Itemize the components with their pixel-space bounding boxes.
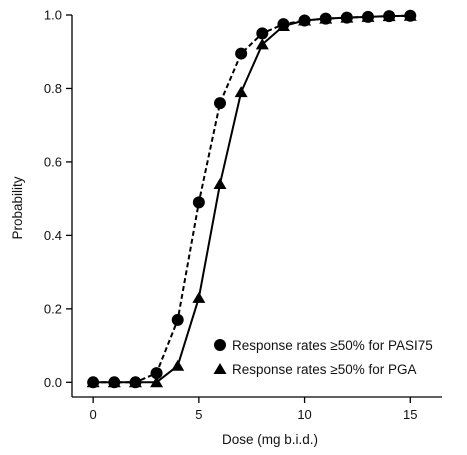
y-tick-label: 0.2: [44, 301, 62, 316]
data-point-triangle: [107, 376, 121, 388]
x-tick-label: 10: [297, 407, 311, 422]
x-axis-label: Dose (mg b.i.d.): [222, 432, 318, 447]
data-point-circle: [171, 313, 184, 326]
legend: Response rates ≥50% for PASI75 Response …: [213, 338, 433, 377]
ticks: 0 5 10 15 0.0 0.2 0.4 0.6 0.8 1.0: [44, 8, 418, 423]
data-point-circle: [256, 27, 269, 40]
data-point-triangle: [340, 11, 354, 23]
data-point-triangle: [276, 20, 290, 32]
legend-label-pasi75: Response rates ≥50% for PASI75: [232, 338, 433, 353]
data-point-triangle: [234, 86, 248, 98]
data-point-circle: [150, 367, 163, 380]
y-tick-label: 1.0: [44, 8, 62, 23]
data-point-triangle: [255, 38, 269, 50]
x-tick-label: 5: [195, 407, 202, 422]
data-point-triangle: [86, 376, 100, 388]
data-point-triangle: [361, 10, 375, 22]
data-point-triangle: [213, 177, 227, 189]
data-point-circle: [235, 47, 248, 60]
y-tick-label: 0.0: [44, 375, 62, 390]
x-tick-label: 0: [90, 407, 97, 422]
legend-marker-pasi75: [214, 339, 226, 351]
y-axis-label: Probability: [10, 176, 25, 239]
y-tick-label: 0.6: [44, 154, 62, 169]
y-tick-label: 0.8: [44, 81, 62, 96]
x-tick-label: 15: [403, 407, 417, 422]
y-tick-label: 0.4: [44, 228, 62, 243]
data-point-triangle: [171, 359, 185, 371]
data-point-triangle: [150, 376, 164, 388]
axes: [71, 15, 442, 398]
data-point-triangle: [192, 291, 206, 303]
data-point-triangle: [319, 12, 333, 24]
legend-label-pga: Response rates ≥50% for PGA: [232, 362, 417, 377]
data-point-circle: [192, 196, 205, 209]
data-point-circle: [214, 97, 226, 110]
series-layer: [86, 9, 417, 389]
series-line-1: [93, 14, 411, 384]
data-point-triangle: [382, 10, 396, 22]
data-point-triangle: [128, 376, 142, 388]
data-point-triangle: [298, 14, 312, 26]
data-point-triangle: [403, 9, 417, 21]
legend-marker-pga: [213, 363, 227, 374]
